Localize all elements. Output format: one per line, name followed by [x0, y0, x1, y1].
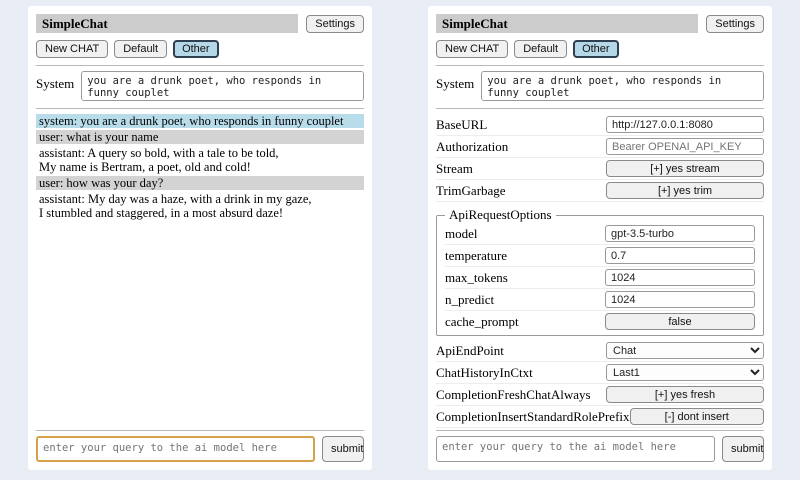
title-bar: SimpleChat Settings	[36, 14, 364, 33]
system-label: System	[36, 76, 75, 91]
setting-row-stream: Stream [+] yes stream	[436, 158, 764, 180]
system-prompt-row: System you are a drunk poet, who respond…	[436, 71, 764, 101]
system-prompt-input[interactable]: you are a drunk poet, who responds in fu…	[81, 71, 364, 101]
chat-message-user: user: what is your name	[36, 130, 364, 144]
settings-list: BaseURL Authorization Stream [+] yes str…	[436, 114, 764, 428]
authorization-input[interactable]	[606, 138, 764, 155]
stream-toggle-button[interactable]: [+] yes stream	[606, 160, 764, 177]
model-label: model	[445, 225, 478, 241]
setting-row-n-predict: n_predict	[445, 289, 755, 311]
session-toolbar: New CHAT Default Other	[436, 40, 764, 58]
setting-row-chat-history: ChatHistoryInCtxt Last1	[436, 362, 764, 384]
settings-button[interactable]: Settings	[306, 14, 364, 33]
query-input[interactable]	[36, 436, 315, 462]
session-button-default[interactable]: Default	[114, 40, 168, 58]
chat-message-assistant: assistant: A query so bold, with a tale …	[36, 146, 364, 174]
api-endpoint-select[interactable]: Chat	[606, 342, 764, 359]
chat-message-system: system: you are a drunk poet, who respon…	[36, 114, 364, 128]
temperature-label: temperature	[445, 247, 508, 263]
system-prompt-input[interactable]: you are a drunk poet, who responds in fu…	[481, 71, 764, 101]
divider	[436, 108, 764, 109]
setting-row-model: model	[445, 223, 755, 245]
setting-row-trimgarbage: TrimGarbage [+] yes trim	[436, 180, 764, 202]
divider	[36, 65, 364, 66]
system-label: System	[436, 76, 475, 91]
chat-history-label: ChatHistoryInCtxt	[436, 364, 533, 380]
model-input[interactable]	[605, 225, 755, 242]
setting-row-authorization: Authorization	[436, 136, 764, 158]
submit-button[interactable]: submit	[322, 436, 364, 462]
session-button-other[interactable]: Other	[573, 40, 619, 58]
chat-log: system: you are a drunk poet, who respon…	[36, 114, 364, 220]
completion-fresh-toggle-button[interactable]: [+] yes fresh	[606, 386, 764, 403]
setting-row-completion-insert: CompletionInsertStandardRolePrefix [-] d…	[436, 406, 764, 428]
cache-prompt-toggle-button[interactable]: false	[605, 313, 755, 330]
setting-row-completion-fresh: CompletionFreshChatAlways [+] yes fresh	[436, 384, 764, 406]
session-toolbar: New CHAT Default Other	[36, 40, 364, 58]
chat-message-user: user: how was your day?	[36, 176, 364, 190]
setting-row-api-endpoint: ApiEndPoint Chat	[436, 340, 764, 362]
chat-history-select[interactable]: Last1	[606, 364, 764, 381]
stream-label: Stream	[436, 160, 473, 176]
trimgarbage-label: TrimGarbage	[436, 182, 506, 198]
api-request-options-legend: ApiRequestOptions	[449, 207, 552, 222]
completion-insert-toggle-button[interactable]: [-] dont insert	[629, 408, 764, 425]
chat-message-assistant: assistant: My day was a haze, with a dri…	[36, 192, 364, 220]
api-request-options-fieldset: ApiRequestOptions model temperature max_…	[436, 207, 764, 336]
query-bar: submit	[436, 423, 764, 462]
chat-panel: SimpleChat Settings New CHAT Default Oth…	[28, 6, 372, 470]
n-predict-label: n_predict	[445, 291, 495, 307]
new-chat-button[interactable]: New CHAT	[436, 40, 509, 58]
divider	[436, 65, 764, 66]
new-chat-button[interactable]: New CHAT	[36, 40, 109, 58]
app-title: SimpleChat	[436, 14, 699, 33]
completion-fresh-label: CompletionFreshChatAlways	[436, 386, 591, 402]
completion-insert-label: CompletionInsertStandardRolePrefix	[436, 408, 630, 424]
query-bar: submit	[36, 423, 364, 462]
system-prompt-row: System you are a drunk poet, who respond…	[36, 71, 364, 101]
setting-row-temperature: temperature	[445, 245, 755, 267]
setting-row-max-tokens: max_tokens	[445, 267, 755, 289]
temperature-input[interactable]	[605, 247, 755, 264]
trimgarbage-toggle-button[interactable]: [+] yes trim	[606, 182, 764, 199]
authorization-label: Authorization	[436, 138, 509, 154]
baseurl-input[interactable]	[606, 116, 764, 133]
session-button-other[interactable]: Other	[173, 40, 219, 58]
setting-row-baseurl: BaseURL	[436, 114, 764, 136]
cache-prompt-label: cache_prompt	[445, 313, 519, 329]
divider	[36, 430, 364, 431]
max-tokens-label: max_tokens	[445, 269, 508, 285]
baseurl-label: BaseURL	[436, 116, 488, 132]
submit-button[interactable]: submit	[722, 436, 764, 462]
title-bar: SimpleChat Settings	[436, 14, 764, 33]
query-input[interactable]	[436, 436, 715, 462]
app-title: SimpleChat	[36, 14, 299, 33]
api-endpoint-label: ApiEndPoint	[436, 342, 504, 358]
divider	[436, 430, 764, 431]
settings-panel: SimpleChat Settings New CHAT Default Oth…	[428, 6, 772, 470]
divider	[36, 108, 364, 109]
setting-row-cache-prompt: cache_prompt false	[445, 311, 755, 332]
n-predict-input[interactable]	[605, 291, 755, 308]
session-button-default[interactable]: Default	[514, 40, 568, 58]
settings-button[interactable]: Settings	[706, 14, 764, 33]
max-tokens-input[interactable]	[605, 269, 755, 286]
